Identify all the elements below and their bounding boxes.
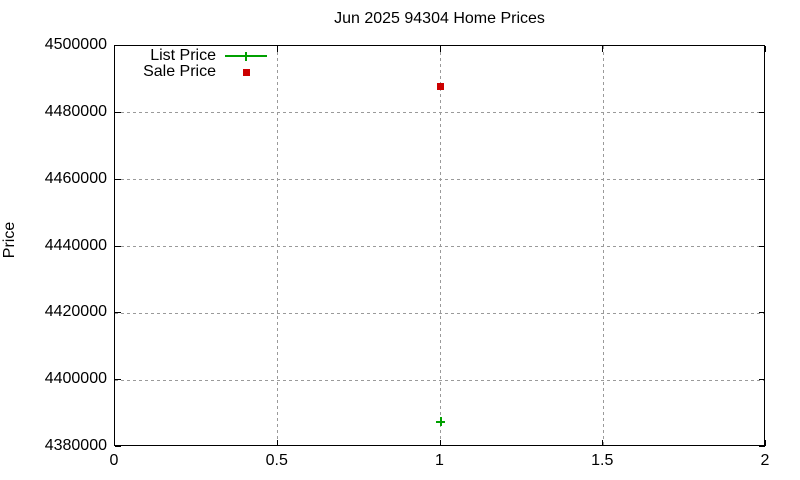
y-tick-label: 4460000 [44, 169, 107, 187]
x-tick-mark [765, 440, 766, 446]
y-tick-label: 4440000 [44, 236, 107, 254]
gridline-vertical [440, 46, 441, 445]
y-axis-label: Price [1, 221, 18, 259]
y-tick-mark [759, 312, 765, 314]
y-tick-mark [115, 111, 121, 113]
y-tick-label: 4480000 [44, 102, 107, 120]
x-tick-mark [439, 440, 441, 446]
legend-item-list-price: List Price [116, 47, 267, 64]
y-tick-mark [759, 379, 765, 381]
x-tick-label: 2 [760, 452, 770, 469]
y-tick-label: 4380000 [44, 437, 107, 454]
y-tick-label: 4420000 [44, 303, 107, 321]
x-tick-mark [439, 46, 441, 52]
y-tick-label: 4500000 [44, 36, 107, 53]
x-tick-label: 1.5 [591, 452, 614, 469]
y-tick-mark [115, 379, 121, 381]
x-tick-mark [114, 46, 115, 52]
gridline-horizontal [115, 312, 764, 314]
y-tick-mark [115, 45, 121, 46]
gridline-vertical [277, 46, 279, 445]
y-tick-mark [115, 312, 121, 314]
legend: List Price Sale Price [116, 47, 267, 80]
y-tick-mark [759, 111, 765, 113]
legend-label-list-price: List Price [150, 47, 216, 64]
x-tick-label: 0 [109, 452, 119, 469]
y-tick-mark [759, 446, 765, 447]
y-tick-label: 4400000 [44, 370, 107, 388]
x-tick-label: 1 [435, 452, 444, 469]
x-tick-mark [602, 46, 604, 52]
data-point-list-price [436, 417, 445, 427]
legend-label-sale-price: Sale Price [143, 63, 216, 80]
plot-area [114, 45, 766, 447]
plus-horizontal-bar [436, 420, 445, 423]
y-tick-mark [115, 245, 121, 247]
gridline-horizontal [115, 179, 764, 181]
gridline-horizontal [115, 246, 764, 247]
legend-item-sale-price: Sale Price [116, 63, 267, 80]
x-tick-mark [114, 440, 115, 446]
y-tick-mark [759, 245, 765, 247]
x-tick-mark [276, 46, 278, 52]
gridline-vertical [602, 46, 604, 445]
plus-horizontal-bar [241, 55, 251, 57]
x-tick-mark [602, 440, 604, 446]
gridline-horizontal [115, 379, 764, 381]
x-tick-mark [276, 440, 278, 446]
y-tick-mark [759, 178, 765, 180]
legend-sample-list-price [225, 48, 267, 64]
legend-plus-marker [241, 51, 251, 61]
y-tick-mark [115, 178, 121, 180]
chart-title: Jun 2025 94304 Home Prices [334, 10, 545, 27]
gridline-horizontal [115, 112, 764, 114]
legend-square-marker [242, 68, 250, 76]
x-tick-label: 0.5 [265, 452, 288, 469]
y-tick-mark [115, 446, 121, 447]
y-tick-mark [759, 45, 765, 46]
x-tick-mark [765, 46, 766, 52]
legend-sample-sale-price [225, 64, 267, 80]
data-point-sale-price [437, 82, 444, 90]
